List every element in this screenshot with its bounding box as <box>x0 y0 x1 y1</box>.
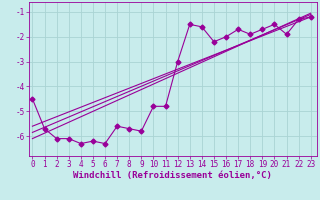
X-axis label: Windchill (Refroidissement éolien,°C): Windchill (Refroidissement éolien,°C) <box>73 171 272 180</box>
